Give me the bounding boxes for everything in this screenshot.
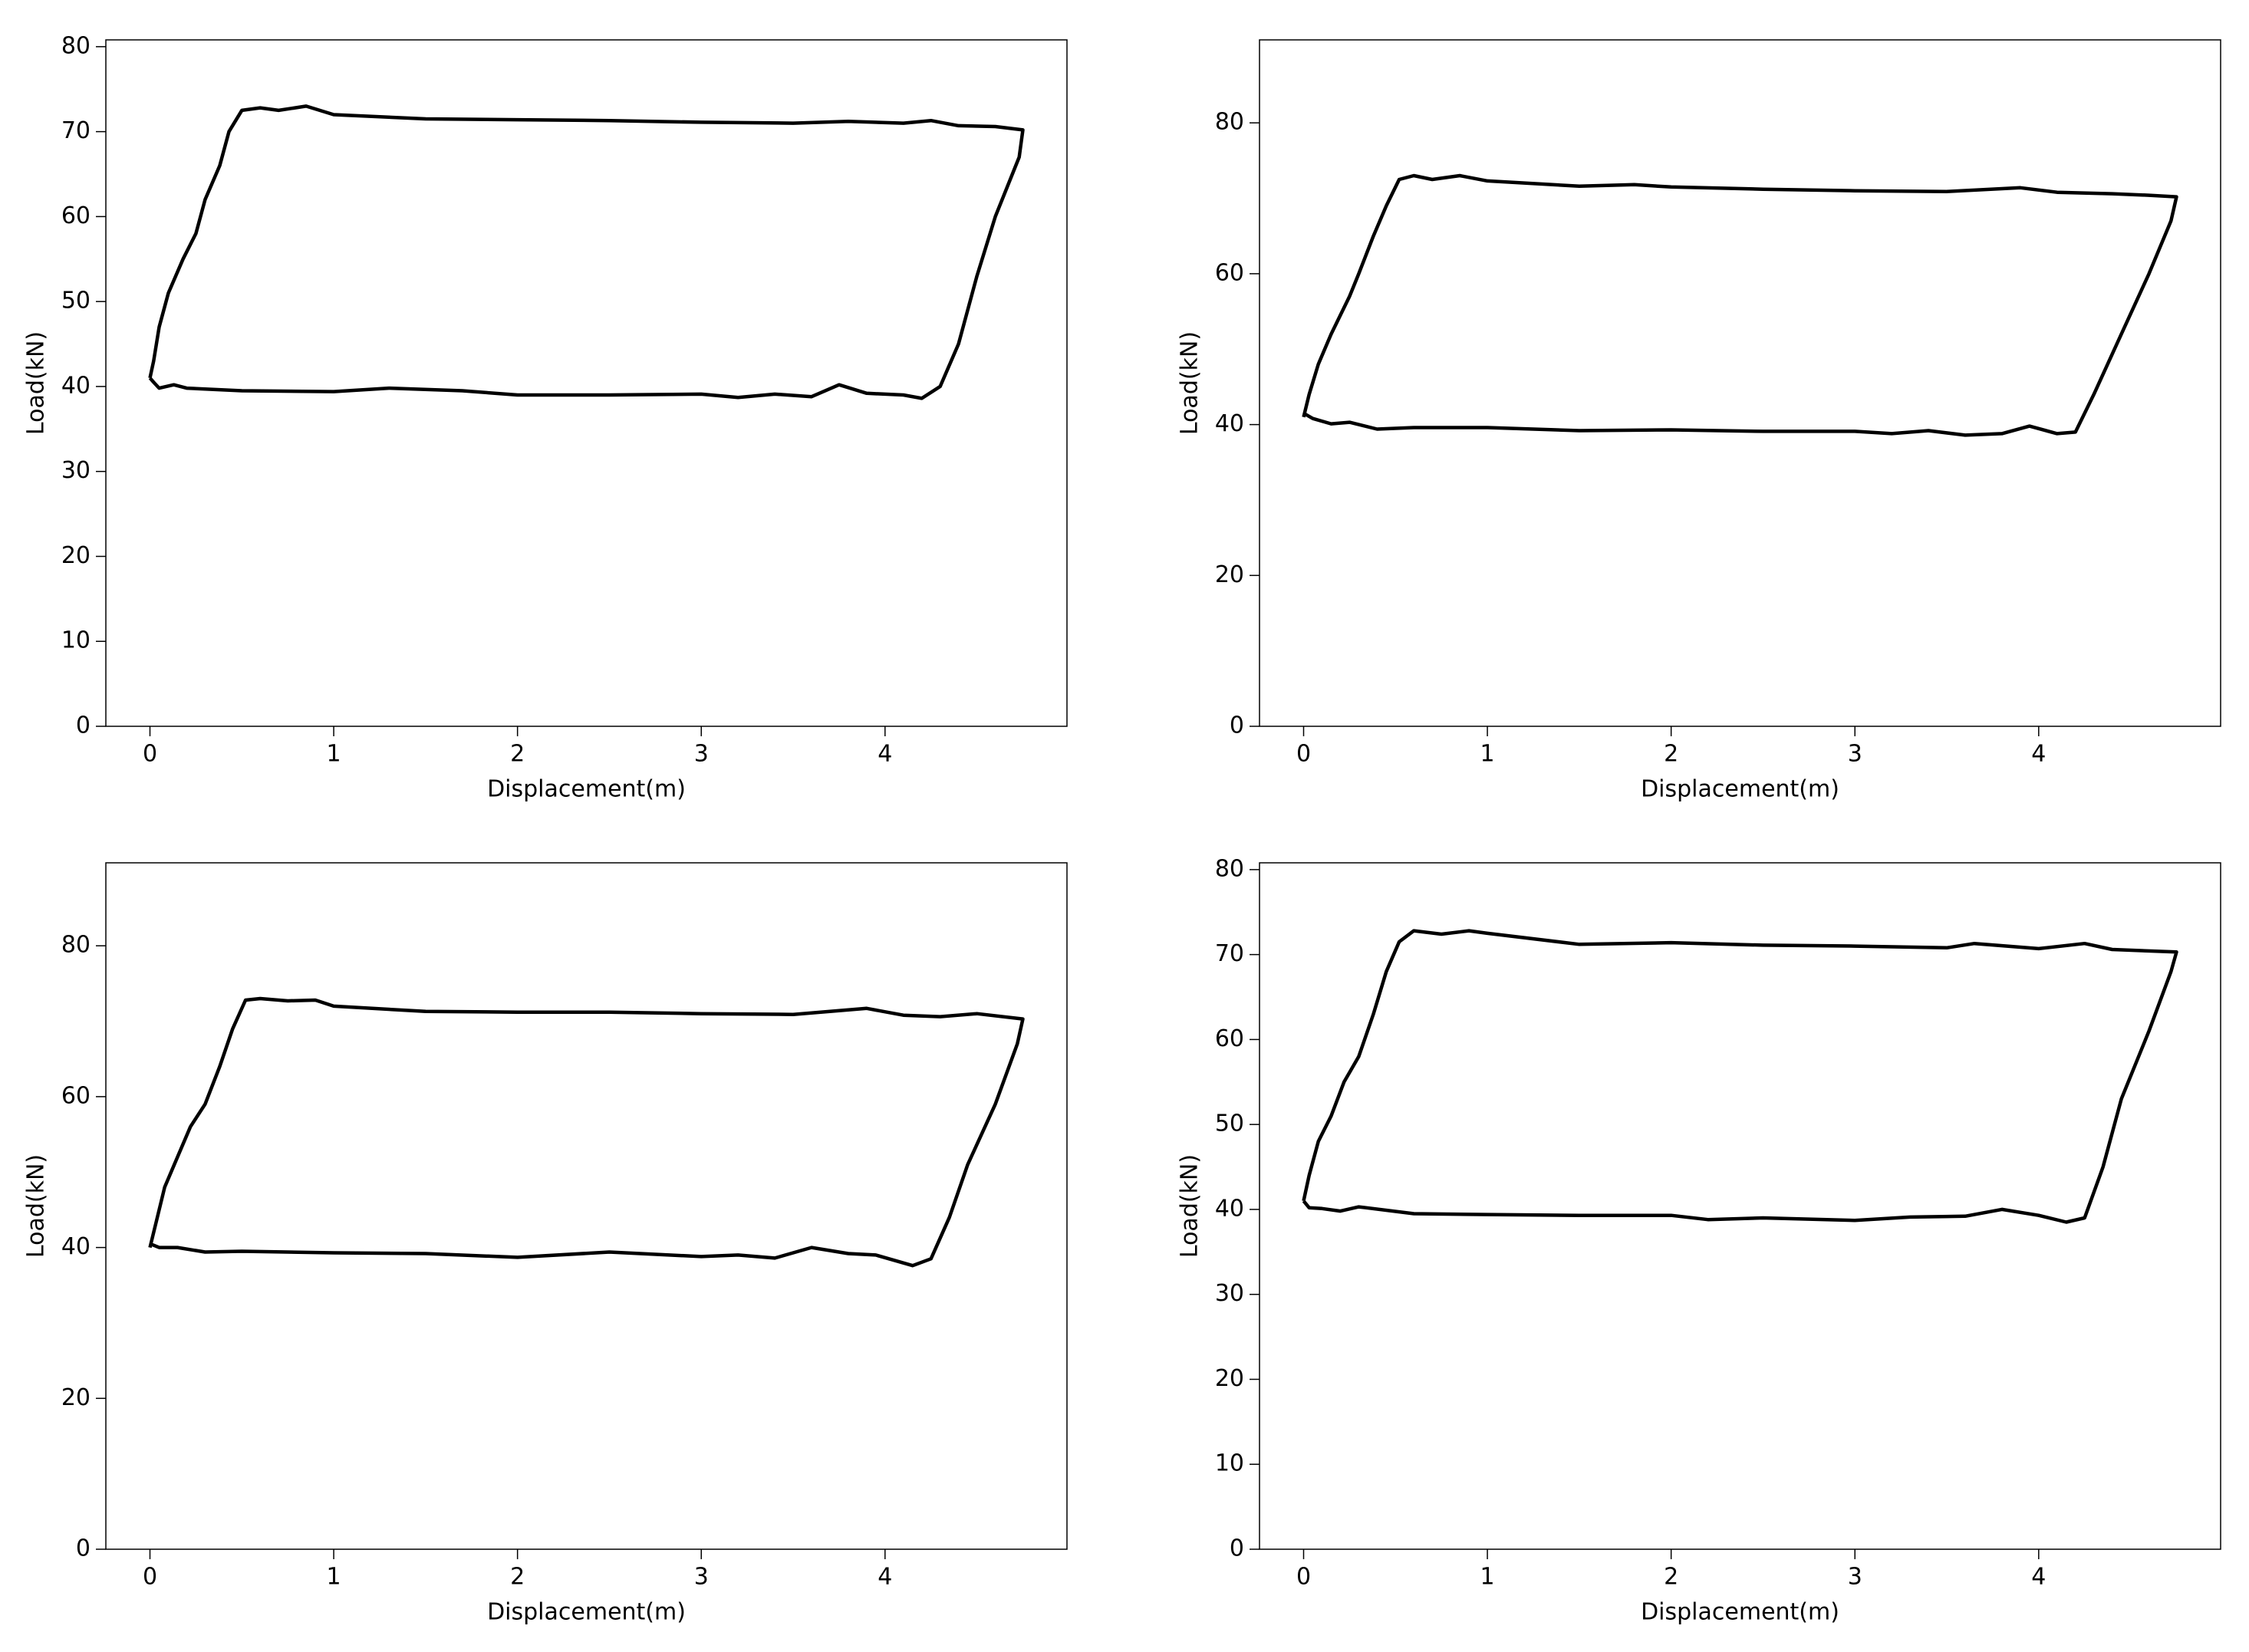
y-tick-label: 20 xyxy=(1215,1365,1244,1392)
y-tick-label: 40 xyxy=(61,1233,91,1260)
x-tick-label: 4 xyxy=(878,741,892,768)
y-tick-label: 0 xyxy=(1230,1535,1244,1562)
y-axis-label: Load(kN) xyxy=(1177,331,1204,435)
x-tick-label: 3 xyxy=(1848,1564,1862,1591)
y-tick-label: 20 xyxy=(61,1384,91,1411)
y-tick-label: 80 xyxy=(61,32,91,59)
y-tick-label: 60 xyxy=(1215,1025,1244,1052)
y-tick-label: 60 xyxy=(61,1082,91,1109)
x-tick-label: 0 xyxy=(1296,1564,1311,1591)
y-tick-label: 80 xyxy=(61,932,91,959)
y-tick-label: 20 xyxy=(61,542,91,569)
x-axis-label: Displacement(m) xyxy=(487,776,686,803)
y-tick-label: 0 xyxy=(76,1535,91,1562)
axes-frame xyxy=(1259,862,2221,1550)
y-tick-label: 70 xyxy=(1215,940,1244,967)
x-axis-label: Displacement(m) xyxy=(1641,776,1839,803)
x-tick-label: 3 xyxy=(694,741,709,768)
y-tick-label: 20 xyxy=(1215,561,1244,588)
x-tick-label: 4 xyxy=(878,1564,892,1591)
y-axis-label: Load(kN) xyxy=(23,1154,50,1258)
x-tick-label: 1 xyxy=(1480,741,1495,768)
x-tick-label: 2 xyxy=(1664,741,1678,768)
y-tick-label: 60 xyxy=(61,202,91,229)
y-axis-label: Load(kN) xyxy=(1177,1154,1204,1258)
y-tick-label: 60 xyxy=(1215,259,1244,286)
x-tick-label: 0 xyxy=(1296,741,1311,768)
x-tick-label: 4 xyxy=(2031,741,2046,768)
axes-frame xyxy=(105,862,1068,1550)
x-axis-label: Displacement(m) xyxy=(1641,1599,1839,1626)
x-tick-label: 1 xyxy=(327,741,341,768)
y-tick-label: 70 xyxy=(61,117,91,144)
axes-frame xyxy=(1259,39,2221,727)
y-tick-label: 10 xyxy=(61,627,91,654)
x-tick-label: 4 xyxy=(2031,1564,2046,1591)
load-curve xyxy=(148,104,1025,400)
y-tick-label: 10 xyxy=(1215,1450,1244,1477)
y-tick-label: 0 xyxy=(1230,712,1244,739)
y-tick-label: 40 xyxy=(1215,1195,1244,1222)
x-tick-label: 2 xyxy=(1664,1564,1678,1591)
load-curve xyxy=(1302,173,2178,437)
y-tick-label: 30 xyxy=(61,457,91,484)
x-tick-label: 0 xyxy=(143,1564,157,1591)
x-tick-label: 1 xyxy=(1480,1564,1495,1591)
y-tick-label: 0 xyxy=(76,712,91,739)
x-tick-label: 0 xyxy=(143,741,157,768)
y-axis-label: Load(kN) xyxy=(23,331,50,435)
y-tick-label: 40 xyxy=(1215,410,1244,437)
load-curve xyxy=(148,996,1025,1268)
load-curve xyxy=(1302,929,2178,1224)
x-axis-label: Displacement(m) xyxy=(487,1599,686,1626)
y-tick-label: 40 xyxy=(61,372,91,399)
x-tick-label: 3 xyxy=(694,1564,709,1591)
y-tick-label: 80 xyxy=(1215,855,1244,882)
x-tick-label: 3 xyxy=(1848,741,1862,768)
y-tick-label: 50 xyxy=(61,288,91,314)
x-tick-label: 2 xyxy=(510,741,525,768)
y-tick-label: 30 xyxy=(1215,1280,1244,1307)
x-tick-label: 1 xyxy=(327,1564,341,1591)
x-tick-label: 2 xyxy=(510,1564,525,1591)
y-tick-label: 50 xyxy=(1215,1111,1244,1137)
y-tick-label: 80 xyxy=(1215,109,1244,136)
axes-frame xyxy=(105,39,1068,727)
